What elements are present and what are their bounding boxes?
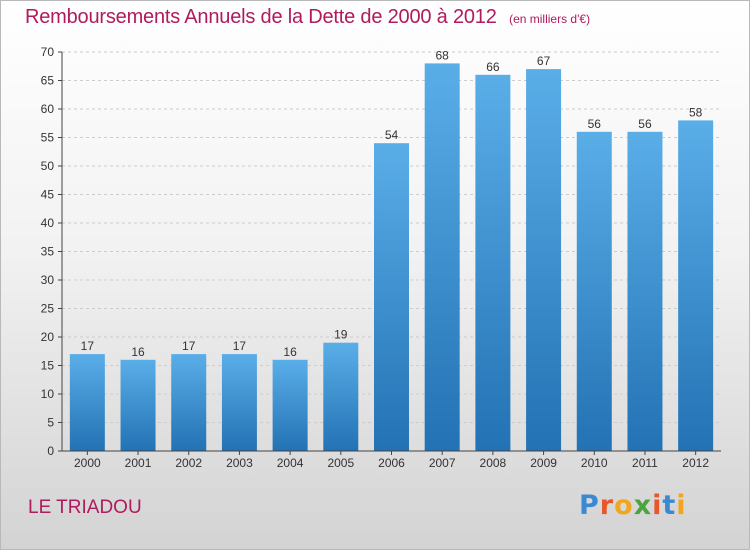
chart-title: Remboursements Annuels de la Dette de 20… [25,6,497,28]
bar [221,354,257,451]
x-tick-label: 2009 [530,456,557,470]
y-tick-label: 0 [47,444,54,458]
y-tick-label: 55 [41,131,55,145]
bar [374,143,409,451]
bars [69,63,714,452]
title-row: Remboursements Annuels de la Dette de 20… [25,6,590,29]
labels: 0 5 10 15 20 25 30 35 40 45 50 55 60 65 70 17 2000 16 2001… [41,45,710,470]
x-tick-label: 2007 [429,456,456,470]
bar [678,120,714,452]
commune-name: LE TRIADOU [28,497,142,518]
chart-subtitle: (en milliers d'€) [509,12,591,26]
data-label: 17 [233,339,247,353]
data-label: 16 [283,345,297,359]
y-tick-label: 70 [41,45,55,59]
x-tick-label: 2004 [277,456,304,470]
y-tick-label: 30 [41,273,55,287]
data-label: 67 [537,54,551,68]
data-label: 16 [131,345,145,359]
y-tick-label: 40 [41,216,55,230]
y-tick-label: 45 [41,188,55,202]
bar [424,63,460,452]
data-label: 66 [486,60,500,74]
bar [475,74,511,452]
x-tick-label: 2008 [480,456,507,470]
bar [526,69,562,451]
x-tick-label: 2002 [175,456,202,470]
y-tick-label: 35 [41,245,55,259]
logo-letter: i [652,490,663,521]
y-tick-label: 5 [47,416,54,430]
data-label: 17 [81,339,95,353]
logo-letter: t [662,490,677,521]
proxiti-logo: Proxiti [579,490,687,521]
x-tick-label: 2003 [226,456,253,470]
bar [120,359,156,451]
bar [627,131,663,452]
x-tick-label: 2006 [378,456,405,470]
x-tick-label: 2011 [632,456,658,470]
y-tick-label: 50 [41,159,55,173]
x-tick-label: 2000 [74,456,101,470]
y-tick-label: 15 [41,359,55,373]
data-label: 17 [182,339,196,353]
bar [272,359,308,451]
y-tick-label: 10 [41,387,55,401]
data-label: 58 [689,105,703,119]
y-tick-label: 65 [41,74,55,88]
logo-letter: r [599,490,615,521]
x-tick-label: 2001 [125,456,152,470]
data-label: 56 [588,117,602,131]
bar [576,131,612,452]
logo-letter: i [676,490,687,521]
logo-letter: P [579,490,600,521]
bar [323,342,359,451]
y-tick-label: 20 [41,330,55,344]
y-tick-label: 25 [41,302,55,316]
data-label: 19 [334,328,348,342]
bar [171,354,207,451]
logo-letter: x [633,490,653,521]
logo-letter: o [614,490,634,521]
data-label: 68 [436,48,450,62]
x-tick-label: 2010 [581,456,608,470]
y-tick-label: 60 [41,102,55,116]
x-tick-label: 2012 [682,456,709,470]
bar [69,354,105,451]
data-label: 56 [638,117,652,131]
data-label: 54 [385,128,399,142]
axes [58,51,721,455]
x-tick-label: 2005 [327,456,354,470]
